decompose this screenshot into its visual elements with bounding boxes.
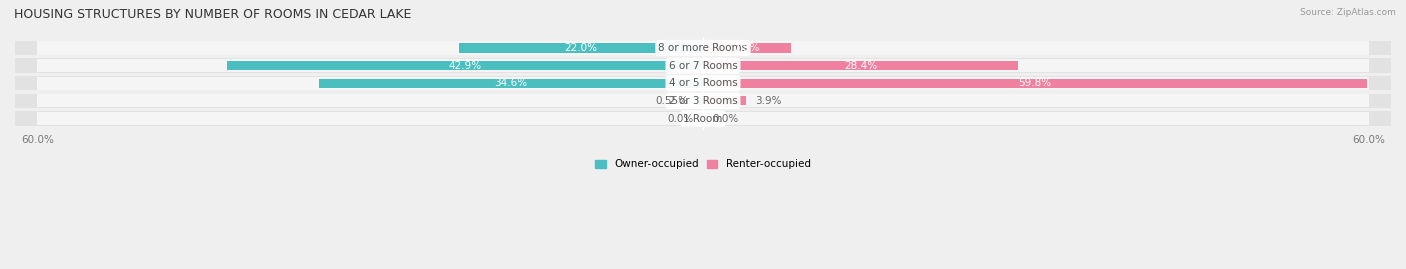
Bar [703, 43, 790, 52]
Bar [15, 58, 1391, 73]
Text: 6 or 7 Rooms: 6 or 7 Rooms [669, 61, 737, 71]
Bar [703, 79, 1367, 88]
Bar [697, 96, 703, 105]
Bar [37, 59, 1369, 72]
Legend: Owner-occupied, Renter-occupied: Owner-occupied, Renter-occupied [591, 155, 815, 174]
Bar [37, 41, 1369, 55]
Text: 28.4%: 28.4% [844, 61, 877, 71]
Bar [37, 112, 1369, 125]
Text: 3.9%: 3.9% [755, 96, 782, 106]
Bar [37, 94, 1369, 108]
Text: 42.9%: 42.9% [449, 61, 481, 71]
Text: 59.8%: 59.8% [1018, 78, 1052, 88]
Text: 0.0%: 0.0% [711, 114, 738, 123]
Text: 4 or 5 Rooms: 4 or 5 Rooms [669, 78, 737, 88]
Bar [226, 61, 703, 70]
Text: 0.55%: 0.55% [655, 96, 688, 106]
Bar [15, 76, 1391, 90]
Bar [15, 94, 1391, 108]
Text: 34.6%: 34.6% [495, 78, 527, 88]
Bar [703, 61, 1018, 70]
Text: Source: ZipAtlas.com: Source: ZipAtlas.com [1301, 8, 1396, 17]
Text: 0.0%: 0.0% [668, 114, 695, 123]
Bar [319, 79, 703, 88]
Text: 22.0%: 22.0% [564, 43, 598, 53]
Bar [37, 77, 1369, 90]
Text: 1 Room: 1 Room [683, 114, 723, 123]
Bar [703, 96, 747, 105]
Text: 7.9%: 7.9% [734, 43, 761, 53]
Text: 2 or 3 Rooms: 2 or 3 Rooms [669, 96, 737, 106]
Bar [458, 43, 703, 52]
Text: 8 or more Rooms: 8 or more Rooms [658, 43, 748, 53]
Text: HOUSING STRUCTURES BY NUMBER OF ROOMS IN CEDAR LAKE: HOUSING STRUCTURES BY NUMBER OF ROOMS IN… [14, 8, 412, 21]
Bar [15, 111, 1391, 126]
Bar [15, 41, 1391, 55]
